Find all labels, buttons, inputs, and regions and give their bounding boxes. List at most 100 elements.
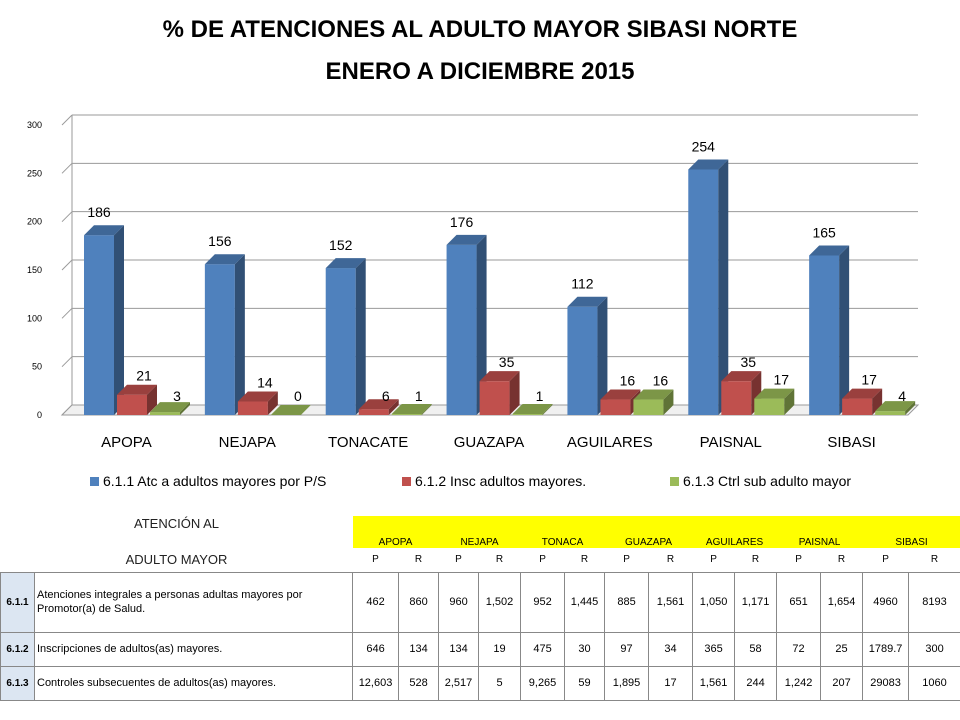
bar bbox=[391, 404, 432, 415]
bar-top bbox=[875, 401, 916, 412]
column-header: AGUILARES bbox=[692, 516, 777, 548]
data-label: 186 bbox=[87, 204, 111, 220]
pr-label: P bbox=[455, 554, 462, 566]
gridline-side bbox=[61, 356, 73, 368]
table-cell: 1,445 bbox=[564, 571, 606, 633]
legend-label: 6.1.2 Insc adultos mayores. bbox=[415, 473, 586, 489]
table-cell: 651 bbox=[776, 571, 822, 633]
bar-top bbox=[446, 234, 487, 245]
bar-side bbox=[839, 245, 850, 415]
table-cell: 9,265 bbox=[520, 665, 566, 701]
bar-front bbox=[512, 414, 543, 415]
data-label: 112 bbox=[571, 276, 594, 292]
table-cell: 19 bbox=[478, 631, 522, 667]
bar-top bbox=[237, 391, 278, 402]
bar-top bbox=[809, 245, 850, 256]
x-tick-label: APOPA bbox=[101, 434, 152, 451]
data-label: 16 bbox=[620, 373, 636, 389]
x-tick-label: PAISNAL bbox=[700, 434, 762, 451]
bar bbox=[721, 371, 762, 415]
x-tick-label: NEJAPA bbox=[219, 434, 276, 451]
pr-label: P bbox=[623, 554, 630, 566]
bar-top bbox=[512, 404, 553, 415]
gridline-side bbox=[61, 307, 73, 319]
data-table: ATENCIÓN AL APOPA NEJAPA TONACA GUAZAPA AGUIL… bbox=[0, 516, 960, 701]
bar-top bbox=[391, 404, 432, 415]
pr-label: P bbox=[372, 554, 379, 566]
bar-front bbox=[600, 399, 631, 415]
pr-label: R bbox=[930, 554, 939, 566]
data-label: 14 bbox=[257, 374, 273, 390]
chart-subtitle: ENERO A DICIEMBRE 2015 bbox=[325, 58, 635, 85]
table-cell: 58 bbox=[734, 631, 778, 667]
bar-top bbox=[84, 225, 124, 236]
pr-label: R bbox=[495, 554, 504, 566]
row-description: Inscripciones de adultos(as) mayores. bbox=[33, 631, 354, 667]
bar-side bbox=[718, 159, 729, 415]
table-cell: 17 bbox=[648, 665, 694, 701]
y-tick-label: 150 bbox=[27, 265, 42, 275]
bar-side bbox=[872, 388, 883, 415]
bar-side bbox=[147, 384, 157, 415]
bar-front bbox=[237, 401, 268, 415]
table-cell: 462 bbox=[352, 571, 400, 633]
y-tick-label: 100 bbox=[27, 313, 42, 323]
column-header: GUAZAPA bbox=[604, 516, 693, 548]
bar bbox=[875, 401, 916, 415]
bar-top bbox=[842, 388, 883, 399]
x-tick-label: SIBASI bbox=[827, 434, 875, 451]
bar-side bbox=[905, 401, 916, 415]
bar bbox=[512, 404, 553, 415]
data-label: 1 bbox=[536, 388, 544, 404]
bar-front bbox=[84, 235, 114, 415]
row-id: 6.1.3 bbox=[0, 665, 35, 701]
bar-top bbox=[117, 384, 157, 395]
x-tick-label: GUAZAPA bbox=[454, 434, 525, 451]
bar-top bbox=[688, 159, 729, 170]
pr-label: R bbox=[580, 554, 589, 566]
bar-side bbox=[597, 296, 608, 415]
data-label: 17 bbox=[861, 372, 877, 388]
table-cell: 365 bbox=[692, 631, 736, 667]
table-cell: 885 bbox=[604, 571, 650, 633]
bar-side bbox=[421, 404, 432, 415]
gridline-side bbox=[61, 162, 73, 174]
bar bbox=[84, 225, 124, 415]
legend-label: 6.1.1 Atc a adultos mayores por P/S bbox=[103, 473, 326, 489]
bar bbox=[358, 399, 399, 415]
bar-side bbox=[267, 391, 278, 415]
bar-front bbox=[204, 264, 235, 415]
table-cell: 207 bbox=[820, 665, 864, 701]
data-label: 4 bbox=[898, 388, 906, 404]
bar-front bbox=[809, 255, 840, 415]
data-label: 152 bbox=[329, 237, 353, 253]
table-cell: 30 bbox=[564, 631, 606, 667]
bar bbox=[237, 391, 278, 415]
legend-swatch bbox=[670, 477, 679, 486]
bar-front bbox=[117, 394, 147, 415]
table-cell: 244 bbox=[734, 665, 778, 701]
row-description: Atenciones integrales a personas adultas… bbox=[33, 571, 354, 633]
table-cell: 72 bbox=[776, 631, 822, 667]
table-cell: 1,895 bbox=[604, 665, 650, 701]
data-label: 6 bbox=[382, 388, 390, 404]
table-cell: 12,603 bbox=[352, 665, 400, 701]
table-cell: 5 bbox=[478, 665, 522, 701]
bar bbox=[270, 405, 311, 415]
legend-entry: 6.1.3 Ctrl sub adulto mayor bbox=[670, 473, 851, 489]
row-description: Controles subsecuentes de adultos(as) ma… bbox=[33, 665, 354, 701]
table-cell: 646 bbox=[352, 631, 400, 667]
bar-front bbox=[391, 414, 422, 415]
bar bbox=[809, 245, 850, 415]
row-id: 6.1.2 bbox=[0, 631, 35, 667]
bar-front bbox=[688, 169, 719, 415]
table-row: 6.1.2 Inscripciones de adultos(as) mayore… bbox=[0, 631, 960, 667]
table-cell: 1,561 bbox=[692, 665, 736, 701]
bar-top bbox=[270, 405, 311, 415]
table-cell: 25 bbox=[820, 631, 864, 667]
bar-front bbox=[842, 398, 873, 415]
pr-label: R bbox=[666, 554, 675, 566]
table-header-label: ATENCIÓN AL bbox=[134, 516, 220, 531]
table-cell: 860 bbox=[398, 571, 440, 633]
bar-top bbox=[479, 371, 520, 382]
